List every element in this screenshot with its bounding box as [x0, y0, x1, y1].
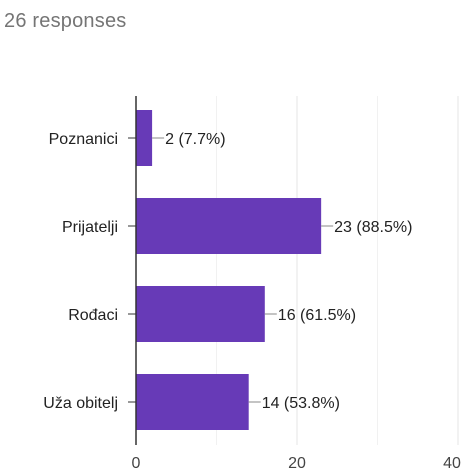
- x-tick-label-0: 0: [132, 455, 141, 472]
- data-label-2: 16 (61.5%): [278, 307, 356, 324]
- bar-0: [136, 110, 153, 166]
- data-label-3: 14 (53.8%): [262, 395, 340, 412]
- x-tick-label-20: 20: [288, 455, 306, 472]
- category-label-0: Poznanici: [49, 131, 118, 148]
- bar-1: [136, 198, 322, 254]
- category-label-1: Prijatelji: [62, 219, 118, 236]
- responses-count: 26 responses: [4, 10, 127, 32]
- category-label-2: Rođaci: [68, 307, 118, 324]
- gridlines: [216, 96, 459, 445]
- bar-2: [136, 286, 265, 342]
- bar-3: [136, 374, 249, 430]
- category-label-3: Uža obitelj: [43, 395, 118, 412]
- labels: 2 (7.7%) Poznanici 23 (88.5%) Prijatelji 16 …: [43, 131, 461, 472]
- x-tick-label-40: 40: [443, 455, 461, 472]
- data-label-1: 23 (88.5%): [334, 219, 412, 236]
- bars: [136, 110, 322, 430]
- data-label-0: 2 (7.7%): [165, 131, 225, 148]
